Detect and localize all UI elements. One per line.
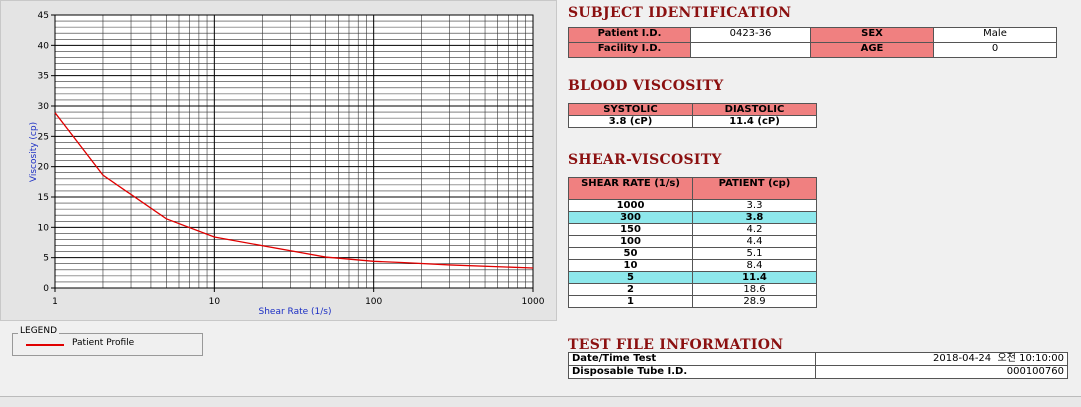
legend-title: LEGEND [18, 326, 60, 336]
table-cell: Male [933, 27, 1057, 43]
table-cell: Date/Time Test [568, 352, 816, 366]
status-bar [0, 396, 1081, 407]
legend-swatch [26, 344, 64, 346]
x-tick-label: 10 [209, 297, 221, 307]
x-axis-label: Shear Rate (1/s) [259, 307, 332, 317]
x-tick-label: 1000 [522, 297, 545, 307]
table-cell: AGE [810, 42, 934, 58]
legend-label: Patient Profile [72, 338, 135, 348]
section-title: SUBJECT IDENTIFICATION [568, 5, 792, 21]
legend-box [12, 333, 203, 356]
y-tick-label: 10 [38, 223, 50, 233]
table-cell [690, 42, 811, 58]
y-tick-label: 0 [43, 284, 49, 294]
table-cell: PATIENT (cp) [692, 177, 817, 200]
table-cell: 000100760 [815, 365, 1068, 379]
table-cell: 1 [568, 295, 693, 308]
y-tick-label: 5 [43, 254, 49, 264]
section-title: SHEAR-VISCOSITY [568, 152, 722, 168]
table-cell: SEX [810, 27, 934, 43]
table-cell: 11.4 (cP) [692, 115, 817, 128]
table-cell: 2018-04-24 오전 10:10:00 [815, 352, 1068, 366]
table-cell: 0 [933, 42, 1057, 58]
table-cell: Patient I.D. [568, 27, 691, 43]
data-line [54, 112, 534, 269]
chart: Shear Rate (1/s) Viscosity (cp) 1 10 100 10… [29, 11, 545, 317]
table-cell: 3.8 (cP) [568, 115, 693, 128]
table-cell: 0423-36 [690, 27, 811, 43]
x-tick-label: 100 [365, 297, 382, 307]
y-tick-label: 35 [38, 72, 49, 82]
y-tick-label: 45 [38, 11, 49, 21]
section-title: TEST FILE INFORMATION [568, 337, 784, 353]
table-cell: Disposable Tube I.D. [568, 365, 816, 379]
y-tick-label: 30 [38, 102, 50, 112]
y-tick-label: 20 [38, 163, 50, 173]
table-cell: Facility I.D. [568, 42, 691, 58]
section-title: BLOOD VISCOSITY [568, 78, 724, 94]
y-tick-label: 25 [38, 132, 49, 142]
y-tick-label: 40 [38, 41, 50, 51]
plot-area [54, 14, 534, 289]
table-cell: 28.9 [692, 295, 817, 308]
x-tick-label: 1 [52, 297, 58, 307]
y-tick-label: 15 [38, 193, 49, 203]
y-axis-label: Viscosity (cp) [29, 122, 39, 182]
table-cell: SHEAR RATE (1/s) [568, 177, 693, 200]
